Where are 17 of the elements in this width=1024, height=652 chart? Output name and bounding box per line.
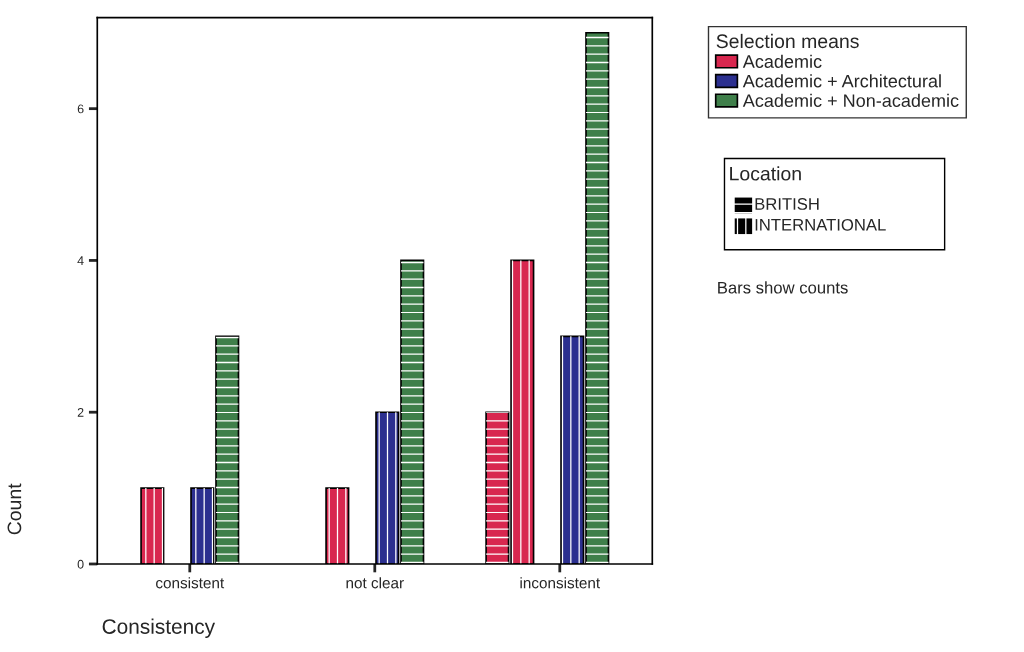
legend-title: Selection means xyxy=(716,33,859,49)
y-axis-title: Count xyxy=(7,483,22,535)
text: Bars show counts xyxy=(718,281,848,294)
text: Location xyxy=(730,166,801,181)
y-tick-label: 0 xyxy=(77,559,84,569)
x-tick-label: not clear xyxy=(346,577,404,589)
x-tick-label: inconsistent xyxy=(520,577,601,589)
x-tick-label: consistent xyxy=(156,577,225,589)
legend-label: Academic + Architectural xyxy=(742,74,941,88)
legend-label: Academic + Non-academic xyxy=(742,93,959,108)
y-tick-label: 6 xyxy=(77,104,84,114)
legend-label: Academic xyxy=(742,54,822,68)
text: BRITISH xyxy=(755,198,819,210)
y-tick-label: 4 xyxy=(77,256,84,265)
x-axis-title: Consistency xyxy=(102,618,216,639)
y-tick-label: 2 xyxy=(77,408,84,417)
text: INTERNATIONAL xyxy=(755,218,886,231)
